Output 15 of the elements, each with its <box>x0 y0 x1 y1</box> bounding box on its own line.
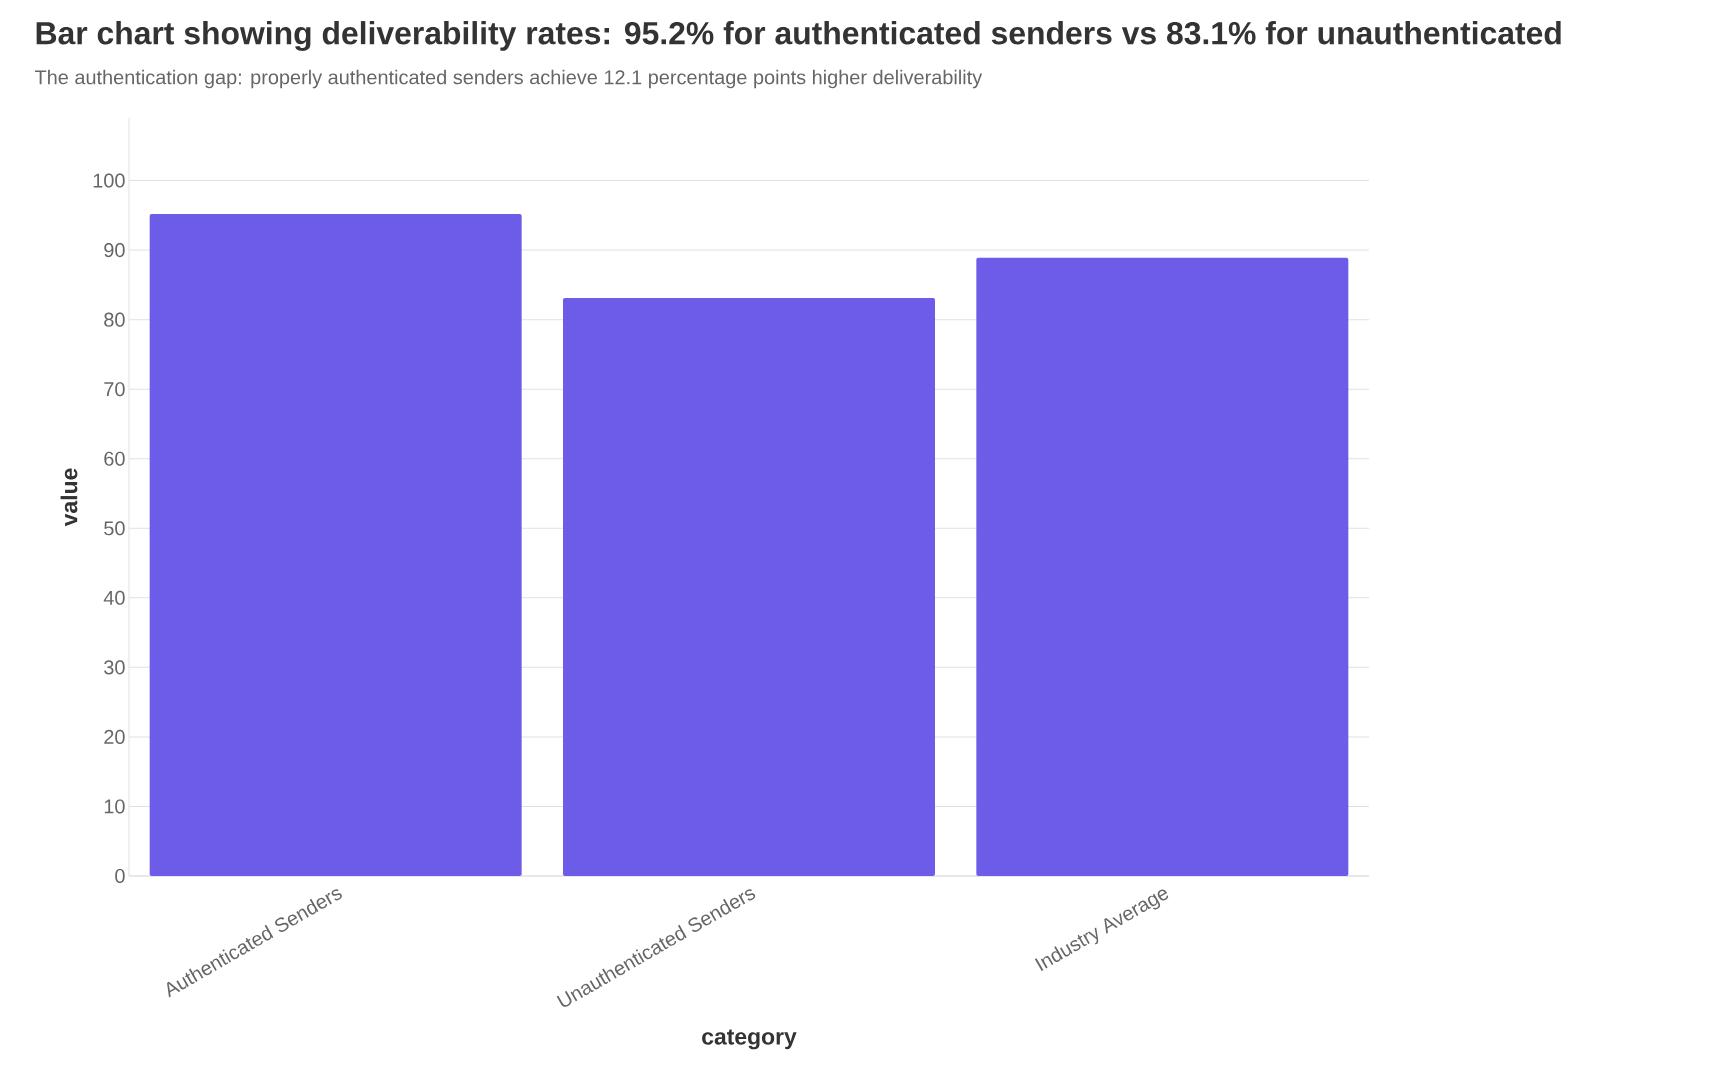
y-tick-label: 20 <box>104 729 125 744</box>
y-tick-label: 50 <box>104 521 125 536</box>
y-tick-label: 30 <box>104 660 125 675</box>
y-tick-label: 10 <box>104 799 125 814</box>
chart-title: Bar chart showing deliverability rates: 95.2% for authenticated senders vs 83.1% for unauthenticated <box>36 21 1561 51</box>
chart-subtitle: The authentication gap: properly authenticated senders achieve 12.1 percentage points higher deliverability <box>34 69 983 89</box>
y-axis-title: value <box>60 468 78 527</box>
x-axis-title: category <box>702 1029 797 1050</box>
y-tick-label: 80 <box>104 312 125 327</box>
y-tick-label: 70 <box>104 382 125 397</box>
y-tick-label: 40 <box>103 590 125 605</box>
y-tick-label: 90 <box>104 243 125 258</box>
y-tick-label: 100 <box>93 173 125 188</box>
y-tick-label: 0 <box>115 868 125 884</box>
y-tick-label: 60 <box>104 451 125 466</box>
